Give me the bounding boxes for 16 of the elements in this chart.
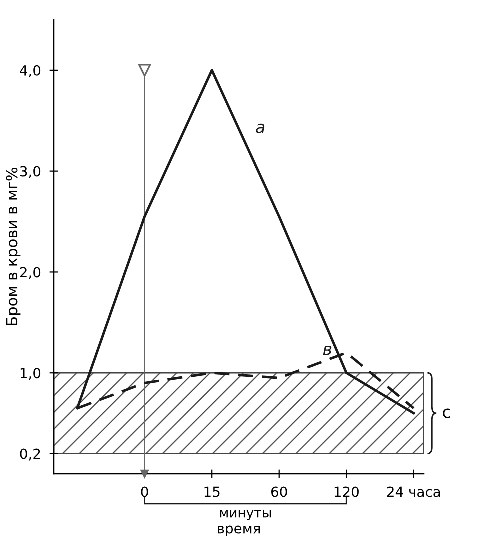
- series-label: в: [323, 346, 332, 356]
- x-tick-label: 60: [271, 486, 288, 498]
- y-tick-label: 0,2: [20, 448, 40, 461]
- x-tick-label: 0: [141, 486, 148, 498]
- y-tick-label: 1,0: [20, 368, 41, 380]
- band-label: с: [443, 408, 450, 418]
- x-tick-label: 15: [204, 486, 220, 498]
- x-tick-label: 120: [334, 486, 359, 498]
- y-tick-label: 3,0: [20, 166, 41, 178]
- y-tick-label: 4,0: [20, 65, 41, 78]
- x-tick-label: 24 часа: [387, 486, 440, 498]
- y-axis-title: Бром в крови в мг%: [6, 168, 21, 326]
- text: минуты: [220, 510, 272, 520]
- y-tick-label: 2,0: [20, 267, 41, 280]
- series-label: а: [256, 124, 265, 134]
- x-axis-title: время: [218, 526, 260, 536]
